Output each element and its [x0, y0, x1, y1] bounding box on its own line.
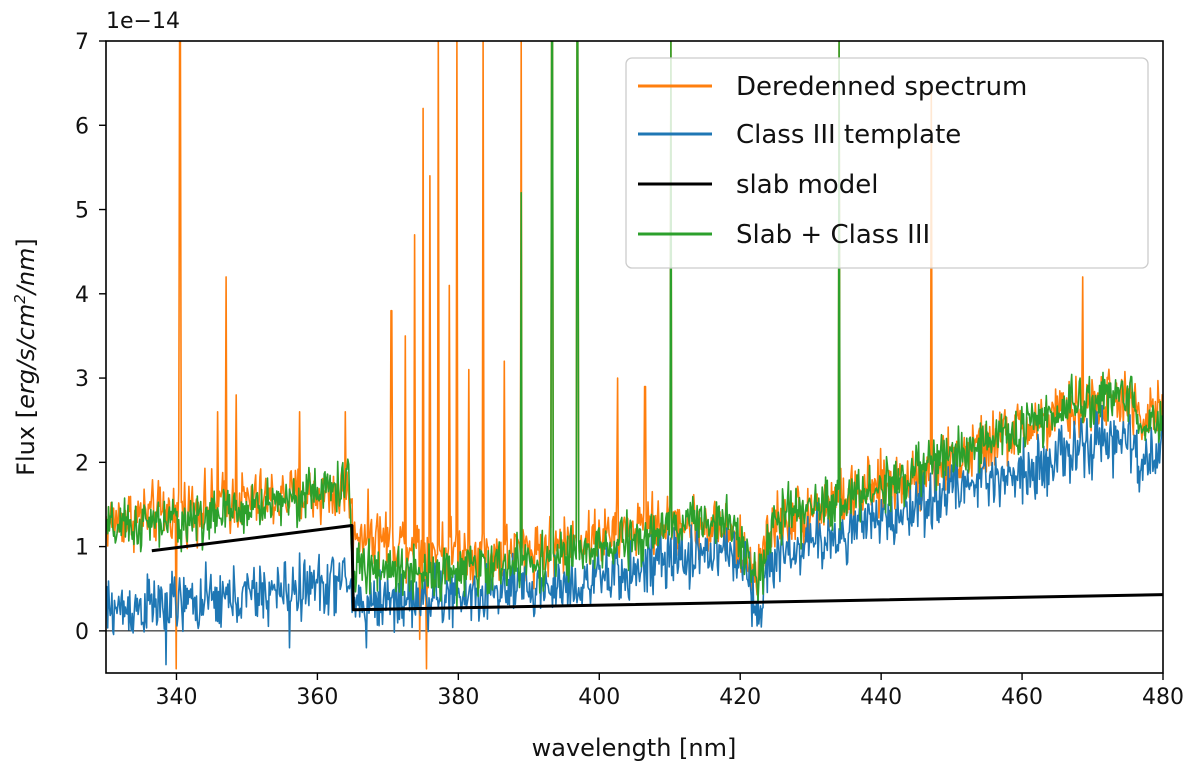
legend-label-deredenned: Deredenned spectrum — [736, 72, 1027, 102]
slab-model-line — [151, 524, 1163, 612]
y-tick-label: 1 — [75, 536, 89, 561]
x-tick-label: 460 — [1001, 685, 1043, 710]
slab-plus-class3-line — [106, 41, 1163, 608]
x-tick-label: 340 — [155, 685, 197, 710]
y-tick-label: 7 — [75, 30, 89, 55]
legend-box — [625, 57, 1149, 269]
legend-label-slab-plus-class3: Slab + Class III — [736, 220, 930, 250]
legend: Deredenned spectrum Class III template s… — [625, 57, 1149, 269]
x-axis-label: wavelength [nm] — [532, 734, 737, 762]
y-tick-label: 5 — [75, 199, 89, 224]
x-tick-label: 420 — [719, 685, 761, 710]
x-tick-label: 380 — [437, 685, 479, 710]
legend-label-slab: slab model — [736, 170, 878, 200]
x-tick-label: 480 — [1142, 685, 1184, 710]
class3-template-line — [106, 404, 1163, 666]
y-axis-label-unit: erg/s/cm — [12, 304, 40, 409]
y-axis-label-suffix: ] — [12, 238, 40, 247]
y-axis-label-prefix: Flux [ — [12, 409, 40, 476]
y-multiplier-label: 1e−14 — [106, 9, 180, 34]
x-tick-label: 400 — [578, 685, 620, 710]
y-tick-label: 6 — [75, 114, 89, 139]
legend-label-class3: Class III template — [736, 120, 961, 150]
y-axis-label: Flux [erg/s/cm2/nm] — [11, 238, 40, 476]
y-tick-label: 3 — [75, 367, 89, 392]
y-tick-label: 2 — [75, 451, 89, 476]
x-tick-label: 440 — [860, 685, 902, 710]
plot-frame — [105, 40, 1164, 674]
y-axis-label-sup: 2 — [11, 294, 29, 304]
y-axis-label-unit-end: /nm — [12, 248, 40, 297]
y-tick-label: 4 — [75, 283, 89, 308]
y-tick-label: 0 — [75, 620, 89, 645]
x-tick-label: 360 — [296, 685, 338, 710]
